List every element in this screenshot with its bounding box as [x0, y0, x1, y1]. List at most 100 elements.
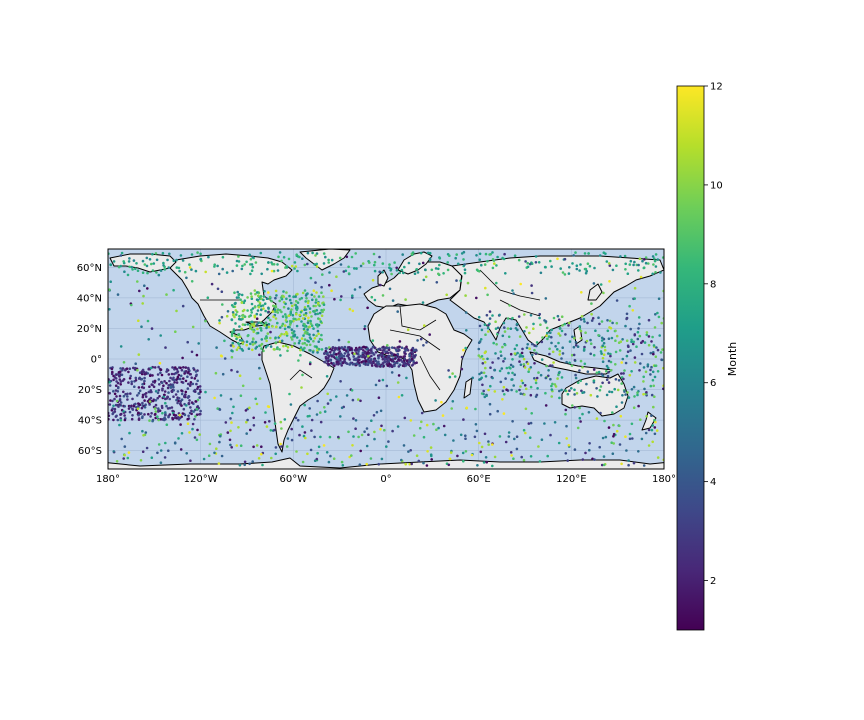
- scatter-point: [485, 313, 489, 317]
- scatter-point: [511, 365, 515, 368]
- scatter-point: [115, 373, 118, 376]
- scatter-point: [262, 298, 265, 302]
- scatter-point: [653, 375, 657, 379]
- scatter-point: [624, 393, 627, 396]
- scatter-point: [309, 276, 313, 280]
- scatter-point: [510, 454, 513, 457]
- scatter-point: [600, 320, 604, 323]
- scatter-point: [518, 360, 521, 363]
- scatter-point: [141, 415, 144, 418]
- scatter-point: [475, 296, 478, 300]
- scatter-point: [137, 377, 141, 380]
- scatter-point: [255, 323, 259, 326]
- scatter-point: [295, 450, 298, 453]
- scatter-point: [524, 387, 528, 391]
- scatter-point: [400, 394, 404, 397]
- scatter-point: [240, 293, 244, 297]
- scatter-point: [231, 411, 234, 415]
- scatter-point: [278, 340, 282, 343]
- scatter-point: [250, 297, 254, 301]
- scatter-point: [290, 264, 294, 268]
- scatter-point: [159, 461, 163, 465]
- scatter-point: [264, 345, 268, 349]
- scatter-point: [213, 451, 216, 455]
- scatter-point: [535, 393, 539, 397]
- scatter-point: [281, 315, 285, 318]
- scatter-point: [449, 451, 453, 454]
- scatter-point: [405, 376, 408, 380]
- scatter-point: [372, 361, 375, 365]
- scatter-point: [251, 343, 255, 346]
- scatter-point: [303, 306, 307, 309]
- scatter-point: [264, 337, 267, 340]
- scatter-point: [370, 419, 373, 423]
- scatter-point: [633, 356, 637, 359]
- scatter-point: [393, 364, 396, 368]
- scatter-point: [560, 357, 563, 360]
- scatter-point: [359, 399, 362, 403]
- scatter-point: [638, 369, 641, 372]
- scatter-point: [607, 262, 611, 265]
- scatter-point: [214, 371, 218, 375]
- scatter-point: [315, 457, 319, 461]
- scatter-point: [353, 352, 356, 356]
- scatter-point: [600, 336, 604, 340]
- japan: [587, 283, 603, 301]
- scatter-point: [546, 331, 549, 335]
- scatter-point: [602, 353, 606, 357]
- scatter-point: [140, 406, 144, 410]
- scatter-point: [588, 264, 592, 268]
- scatter-point: [330, 289, 333, 293]
- scatter-point: [627, 463, 630, 467]
- scatter-point: [335, 360, 339, 364]
- scatter-point: [303, 338, 307, 341]
- scatter-point: [216, 264, 219, 268]
- scatter-point: [614, 329, 617, 333]
- scatter-point: [143, 376, 146, 380]
- scatter-point: [462, 418, 465, 421]
- scatter-point: [568, 340, 572, 343]
- scatter-point: [115, 399, 119, 403]
- scatter-point: [247, 334, 250, 337]
- scatter-point: [301, 317, 305, 320]
- scatter-point: [191, 427, 194, 431]
- scatter-point: [599, 350, 603, 353]
- scatter-point: [592, 368, 596, 371]
- scatter-point: [311, 298, 314, 302]
- scatter-point: [299, 310, 303, 314]
- scatter-point: [340, 460, 344, 464]
- scatter-point: [181, 304, 185, 308]
- scatter-point: [529, 455, 533, 458]
- scatter-point: [540, 438, 544, 442]
- scatter-point: [179, 399, 183, 403]
- scatter-point: [131, 414, 134, 417]
- scatter-point: [480, 263, 483, 267]
- scatter-point: [320, 291, 323, 295]
- scatter-point: [303, 263, 307, 267]
- scatter-point: [321, 310, 324, 314]
- scatter-point: [582, 317, 586, 321]
- scatter-point: [184, 390, 188, 394]
- scatter-point: [149, 366, 153, 370]
- scatter-point: [322, 252, 326, 255]
- scatter-point: [129, 392, 132, 395]
- scatter-point: [304, 436, 307, 440]
- scatter-point: [491, 361, 494, 364]
- scatter-point: [628, 437, 632, 441]
- scatter-point: [179, 402, 182, 405]
- scatter-point: [368, 360, 372, 363]
- scatter-point: [168, 413, 172, 416]
- scatter-point: [483, 351, 487, 355]
- scatter-point: [252, 324, 256, 328]
- scatter-point: [371, 278, 375, 282]
- scatter-point: [425, 341, 428, 344]
- scatter-point: [446, 261, 450, 264]
- scatter-point: [165, 381, 168, 385]
- scatter-point: [304, 330, 308, 334]
- scatter-point: [498, 435, 502, 438]
- scatter-point: [397, 395, 401, 399]
- scatter-point: [554, 385, 558, 388]
- scatter-point: [154, 252, 158, 255]
- scatter-point: [128, 265, 131, 269]
- scatter-point: [148, 258, 152, 261]
